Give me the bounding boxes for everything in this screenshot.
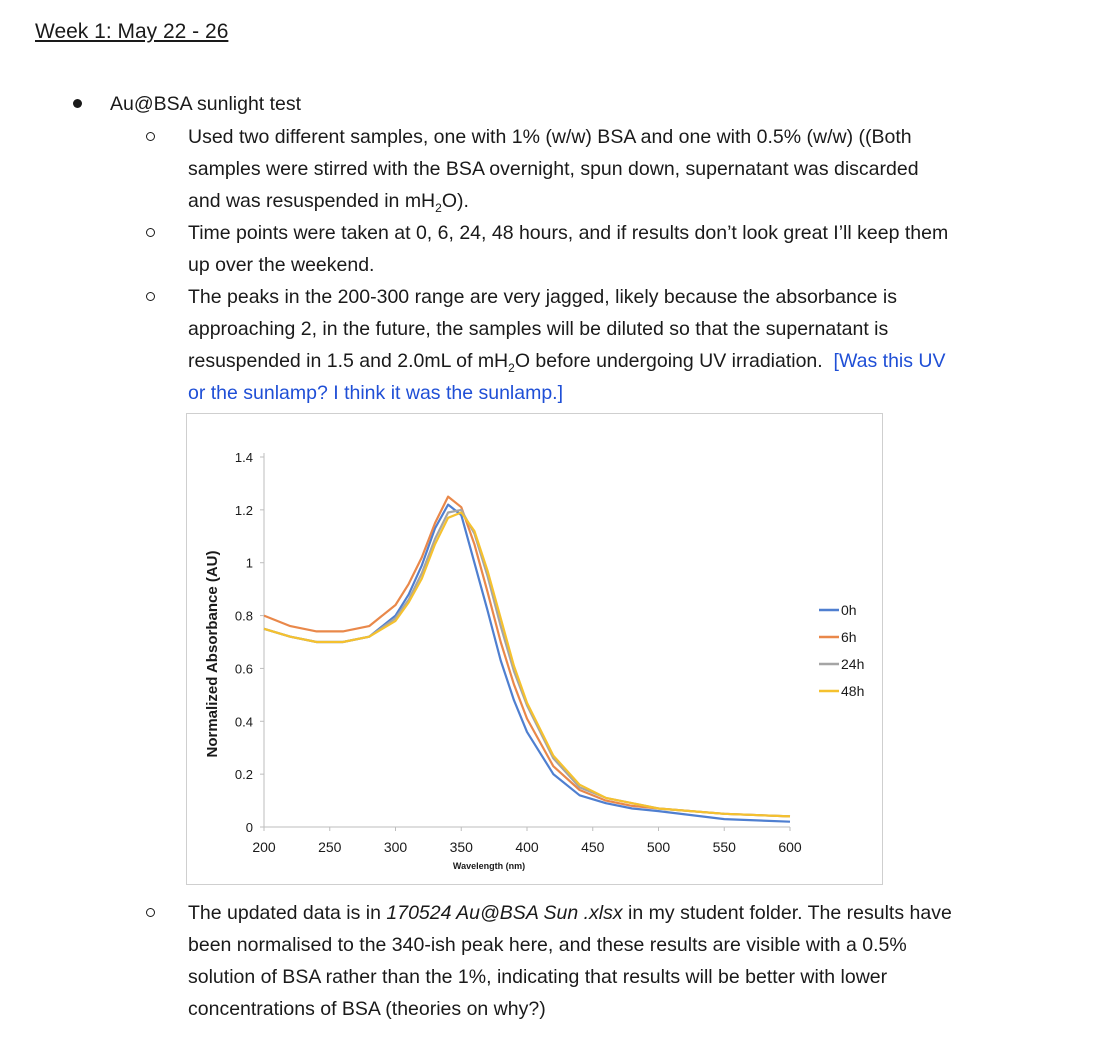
note-peaks-line-1: The peaks in the 200-300 range are very … <box>188 286 897 308</box>
hollow-bullet-icon <box>146 132 155 141</box>
x-tick-label: 550 <box>713 839 737 855</box>
subscript: 2 <box>508 360 515 375</box>
x-tick-label: 450 <box>581 839 605 855</box>
hollow-bullet-icon <box>146 908 155 917</box>
y-tick-label: 0.4 <box>235 714 253 729</box>
x-tick-label: 400 <box>515 839 539 855</box>
series-line-6h <box>263 495 791 818</box>
note-updated-data: The updated data is in 170524 Au@BSA Sun… <box>188 897 1068 1025</box>
text-segment: resuspended in 1.5 and 2.0mL of mH <box>188 350 509 372</box>
note-timepoints-line-1: Time points were taken at 0, 6, 24, 48 h… <box>188 222 949 244</box>
x-tick-label: 350 <box>450 839 474 855</box>
filled-bullet-icon <box>73 99 82 108</box>
text-segment: and was resuspended in mH <box>188 190 436 212</box>
hollow-bullet-icon <box>146 292 155 301</box>
note-updated-line-1: The updated data is in 170524 Au@BSA Sun… <box>188 897 1068 929</box>
series-line-48h <box>263 511 791 818</box>
hollow-bullet-icon <box>146 228 155 237</box>
legend-label-48h: 48h <box>841 683 864 699</box>
file-name: 170524 Au@BSA Sun .xlsx <box>386 902 623 924</box>
note-timepoints-line-2: up over the weekend. <box>188 254 375 276</box>
y-tick-label: 0 <box>246 820 253 835</box>
y-tick-label: 0.6 <box>235 661 253 676</box>
subscript: 2 <box>435 200 442 215</box>
note-peaks-line-2: approaching 2, in the future, the sample… <box>188 318 889 340</box>
test-title: Au@BSA sunlight test <box>110 93 302 115</box>
inline-comment-continued: or the sunlamp? I think it was the sunla… <box>188 382 564 404</box>
note-updated-line-4: concentrations of BSA (theories on why?) <box>188 998 546 1020</box>
note-samples-line-2: samples were stirred with the BSA overni… <box>188 158 919 180</box>
y-tick-label: 1.4 <box>235 450 253 465</box>
inline-comment: [Was this UV <box>833 350 946 372</box>
series-line-24h <box>263 508 791 818</box>
legend-label-0h: 0h <box>841 602 857 618</box>
text-segment: The updated data is in <box>188 902 387 924</box>
text-segment: O before undergoing UV irradiation. <box>514 350 823 372</box>
x-axis-label: Wavelength (nm) <box>453 861 525 871</box>
y-axis-label: Normalized Absorbance (AU) <box>204 551 221 758</box>
x-tick-label: 200 <box>252 839 276 855</box>
absorbance-chart: 0 0.2 0.4 0.6 0.8 1 1.2 1.4 200 250 300 350 400 450 50… <box>186 413 883 885</box>
note-samples-line-3: and was resuspended in mH2O). <box>188 185 1068 217</box>
y-tick-label: 1.2 <box>235 503 253 518</box>
note-updated-line-2: been normalised to the 340-ish peak here… <box>188 934 907 956</box>
note-samples: Used two different samples, one with 1% … <box>188 121 1068 217</box>
x-tick-label: 500 <box>647 839 671 855</box>
text-segment: in my student folder. The results have <box>622 902 952 924</box>
series-line-0h <box>263 503 791 823</box>
legend-label-24h: 24h <box>841 656 864 672</box>
text-segment: O). <box>441 190 469 212</box>
x-tick-label: 300 <box>384 839 408 855</box>
x-tick-label: 600 <box>778 839 802 855</box>
note-peaks-line-3: resuspended in 1.5 and 2.0mL of mH2O bef… <box>188 345 1068 377</box>
note-peaks: The peaks in the 200-300 range are very … <box>188 281 1068 409</box>
week-heading: Week 1: May 22 - 26 <box>35 20 229 43</box>
y-tick-label: 0.2 <box>235 767 253 782</box>
y-tick-label: 1 <box>246 556 253 571</box>
chart-canvas: 0 0.2 0.4 0.6 0.8 1 1.2 1.4 200 250 300 350 400 450 50… <box>204 450 864 871</box>
y-tick-label: 0.8 <box>235 609 253 624</box>
note-samples-line-1: Used two different samples, one with 1% … <box>188 126 912 148</box>
note-updated-line-3: solution of BSA rather than the 1%, indi… <box>188 966 888 988</box>
legend-label-6h: 6h <box>841 629 857 645</box>
x-tick-label: 250 <box>318 839 342 855</box>
note-timepoints: Time points were taken at 0, 6, 24, 48 h… <box>188 217 1068 281</box>
